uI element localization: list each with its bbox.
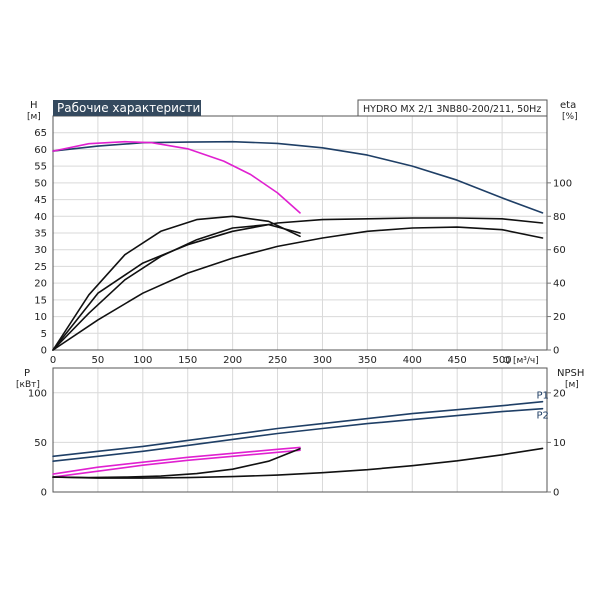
y-axis-label-head: H <box>30 100 38 111</box>
series-line-0-4 <box>52 215 301 351</box>
top-plot-frame <box>52 115 548 351</box>
x-tick-label: 100 <box>133 355 152 366</box>
y-tick-label-head: 35 <box>34 229 47 240</box>
series-line-1-2 <box>52 446 301 475</box>
y-tick-label-eta: 20 <box>553 312 566 323</box>
series-line-1-1 <box>52 407 544 463</box>
chart-subtitle: HYDRO MX 2/1 3NB80-200/211, 50Hz <box>363 104 541 115</box>
y-tick-label-head: 60 <box>34 145 47 156</box>
series-label-p1: P1 <box>537 391 549 402</box>
x-tick-label: 200 <box>223 355 242 366</box>
series-line-0-1 <box>52 140 301 214</box>
y-tick-label-eta: 0 <box>553 346 559 357</box>
bottom-panel-series-labels: P1 P2 <box>537 391 549 422</box>
x-tick-label: 500 <box>493 355 512 366</box>
y-axis-unit-power: [кВт] <box>16 380 40 390</box>
series-label-p2: P2 <box>537 411 549 422</box>
y-tick-label-head: 50 <box>34 178 47 189</box>
x-tick-label: 300 <box>313 355 332 366</box>
series-line-0-0 <box>52 140 544 214</box>
y-tick-label-head: 55 <box>34 162 47 173</box>
x-tick-label: 150 <box>178 355 197 366</box>
series-line-1-5 <box>52 447 301 479</box>
y-tick-label-npsh: 20 <box>553 388 566 399</box>
y-axis-unit-npsh: [м] <box>565 380 579 390</box>
y-tick-label-eta: 80 <box>553 212 566 223</box>
y-tick-label-power: 100 <box>28 388 47 399</box>
y-tick-label-npsh: 0 <box>553 488 559 499</box>
series-line-0-5 <box>52 223 301 351</box>
series-line-1-3 <box>52 449 301 478</box>
y-axis-unit-eta: [%] <box>562 112 578 122</box>
y-tick-label-head: 65 <box>34 128 47 139</box>
y-tick-label-head: 30 <box>34 245 47 256</box>
y-tick-label-head: 40 <box>34 212 47 223</box>
subtitle-box <box>357 99 548 117</box>
y-tick-label-eta: 60 <box>553 245 566 256</box>
x-tick-label: 350 <box>358 355 377 366</box>
y-tick-label-head: 15 <box>34 295 47 306</box>
series-line-0-2 <box>52 217 544 351</box>
x-axis-label: Q [м³/ч] <box>503 356 539 366</box>
series-line-1-0 <box>52 400 544 458</box>
top-panel-series <box>52 140 544 351</box>
bottom-panel-ticks: 0 50 100 0 10 20 <box>28 388 566 498</box>
y-axis-unit-head: [м] <box>27 112 41 122</box>
x-tick-label: 0 <box>50 355 56 366</box>
y-tick-label-head: 25 <box>34 262 47 273</box>
y-tick-label-head: 45 <box>34 195 47 206</box>
bottom-panel-series <box>52 400 544 479</box>
y-tick-label-power: 0 <box>41 488 47 499</box>
x-tick-label: 450 <box>448 355 467 366</box>
y-tick-label-head: 5 <box>41 329 47 340</box>
y-tick-label-head: 10 <box>34 312 47 323</box>
top-panel-ticks: 0 50 100 150 200 250 300 350 400 450 5000510152025… <box>34 128 572 366</box>
y-axis-label-npsh: NPSH <box>557 368 584 379</box>
chart-title: Рабочие характеристики <box>57 101 215 115</box>
bottom-plot-frame <box>52 367 548 493</box>
x-tick-label: 50 <box>92 355 105 366</box>
y-tick-label-head: 0 <box>41 346 47 357</box>
y-tick-label-power: 50 <box>34 438 47 449</box>
y-tick-label-npsh: 10 <box>553 438 566 449</box>
title-box <box>53 100 201 116</box>
y-axis-label-eta: eta <box>560 100 576 111</box>
y-tick-label-eta: 100 <box>553 178 572 189</box>
x-tick-label: 400 <box>403 355 422 366</box>
series-line-0-3 <box>52 226 544 351</box>
x-tick-label: 250 <box>268 355 287 366</box>
y-tick-label-head: 20 <box>34 279 47 290</box>
y-tick-label-eta: 40 <box>553 279 566 290</box>
y-axis-label-power: P <box>24 368 30 379</box>
series-line-1-4 <box>52 447 544 479</box>
